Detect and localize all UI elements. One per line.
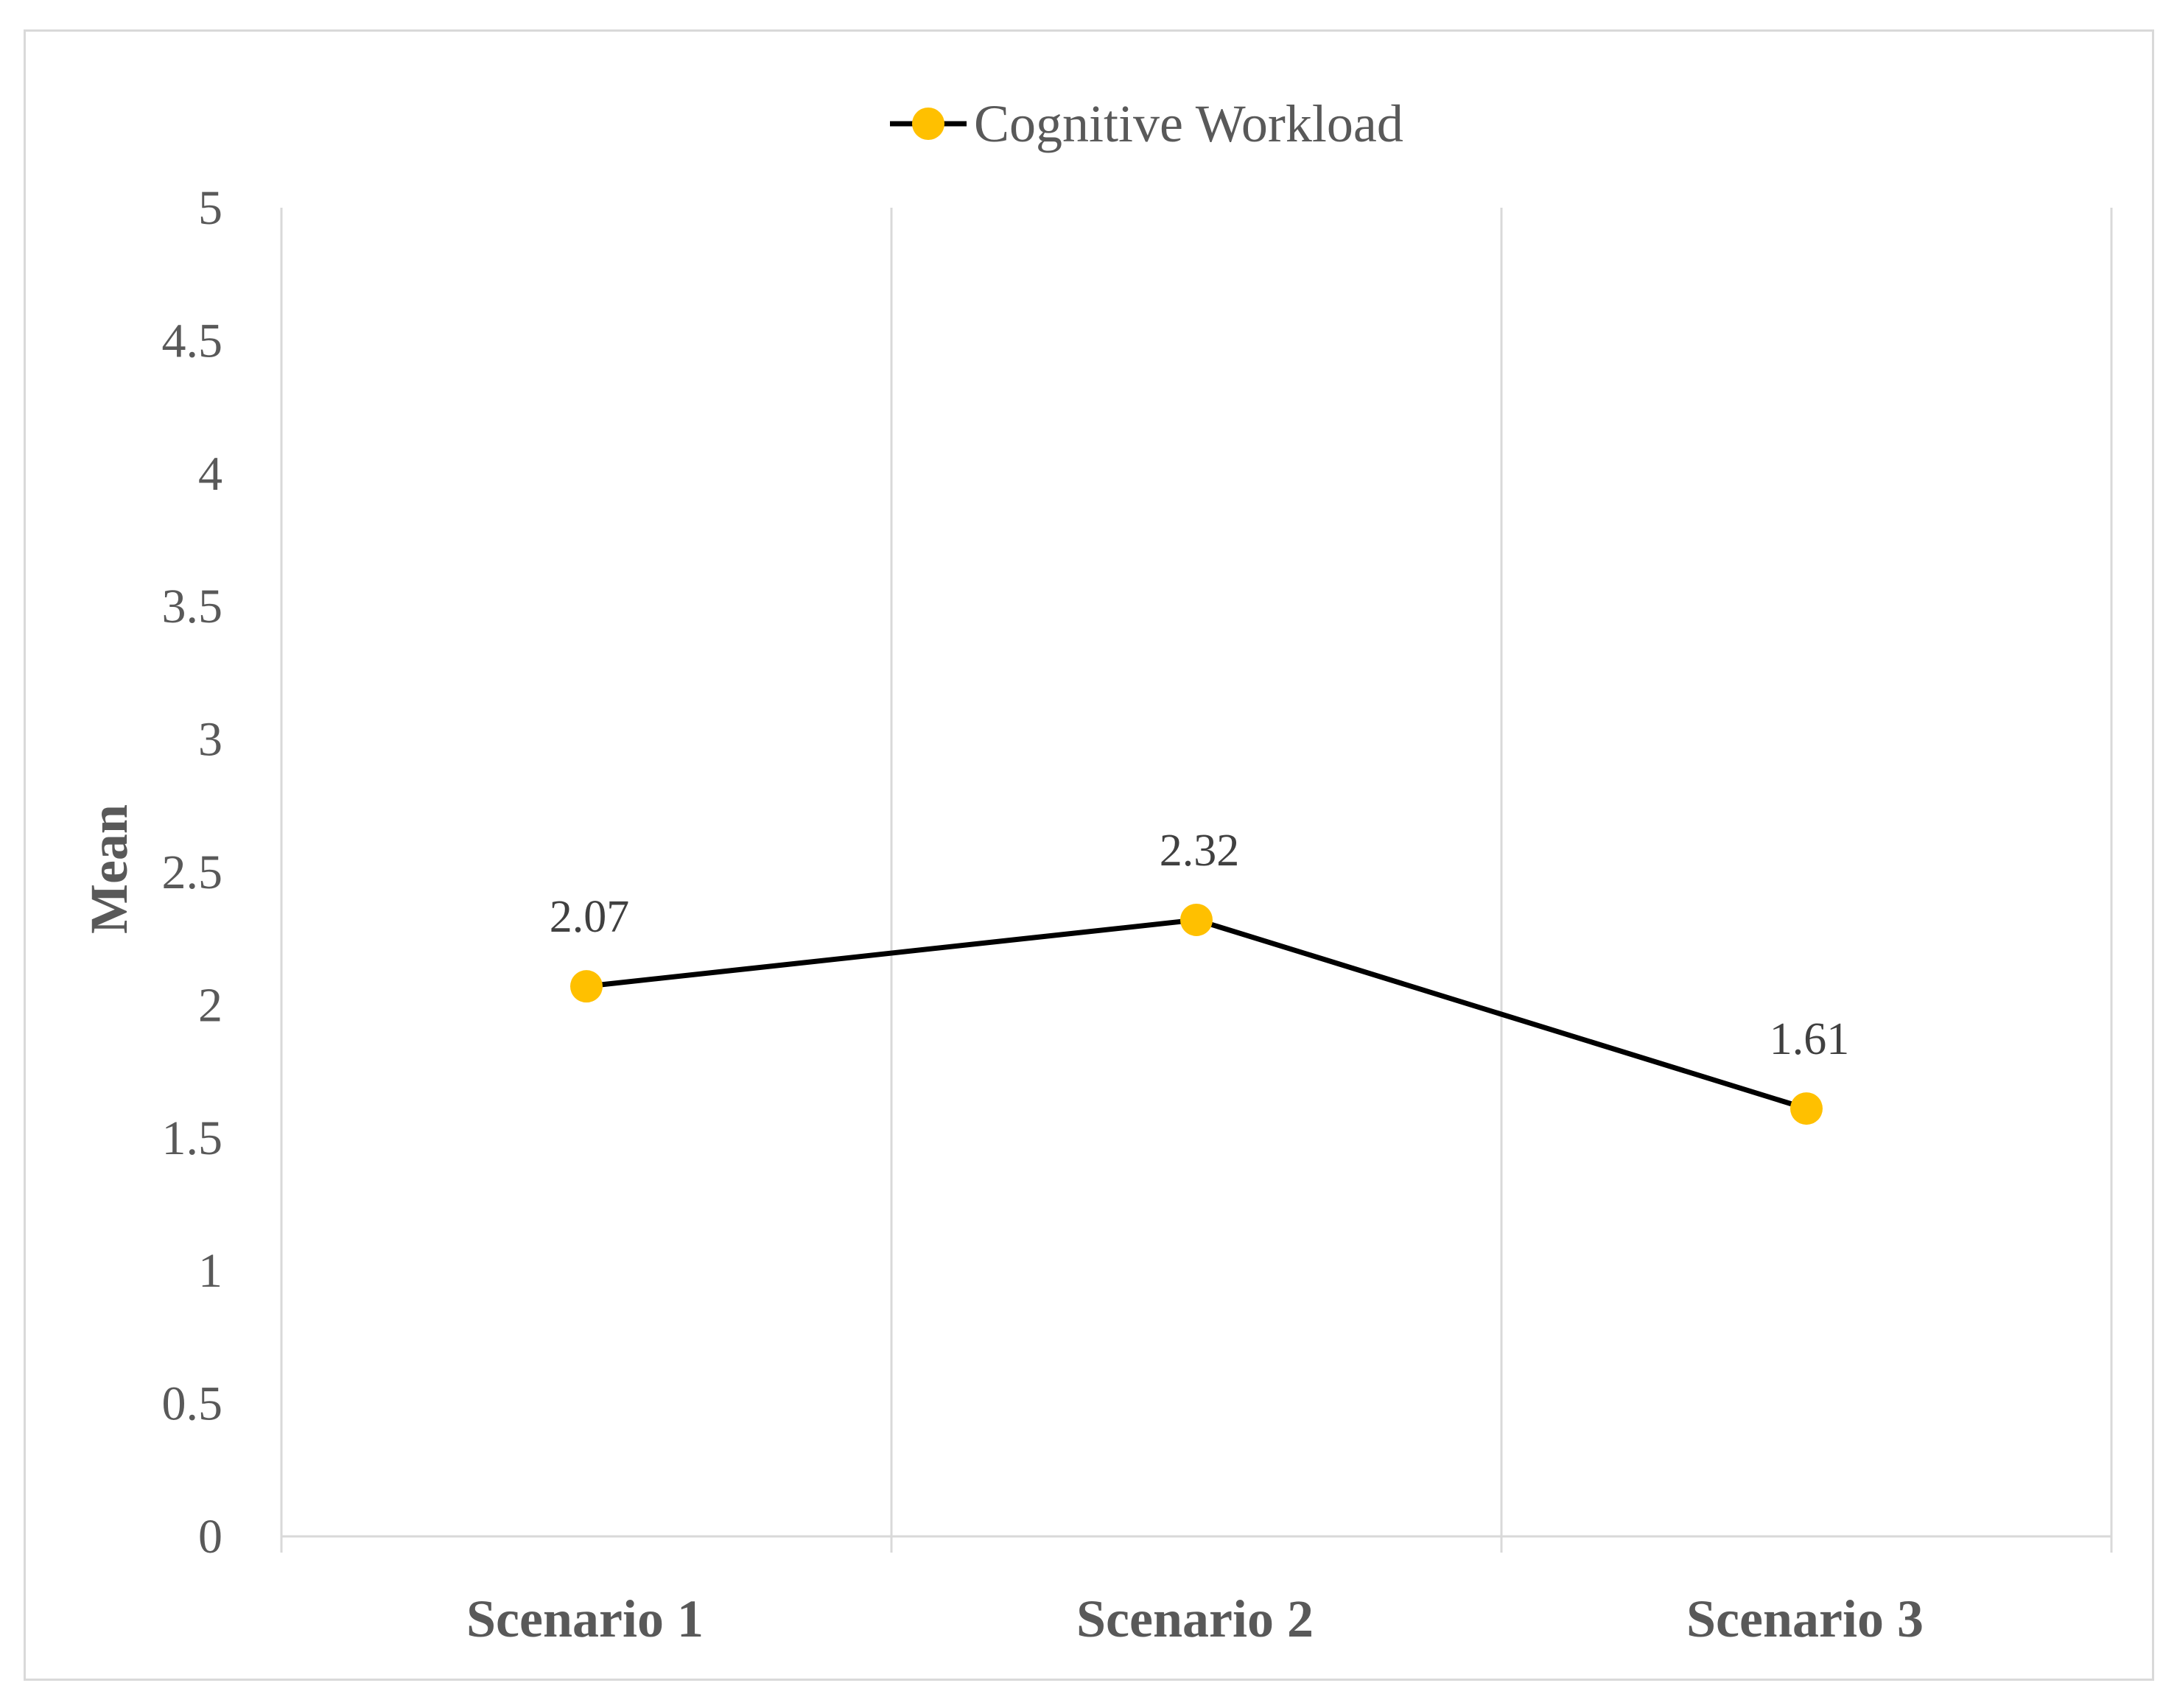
data-point-marker bbox=[570, 970, 603, 1003]
y-tick-label: 4 bbox=[198, 447, 222, 501]
y-tick-label: 0.5 bbox=[162, 1377, 223, 1431]
x-category-label: Scenario 2 bbox=[1076, 1589, 1314, 1648]
x-category-label: Scenario 3 bbox=[1686, 1589, 1924, 1648]
y-axis-ticks: 0 0.5 1 1.5 2 2.5 3 3.5 4 4.5 5 bbox=[162, 181, 223, 1564]
legend-label: Cognitive Workload bbox=[974, 94, 1403, 153]
y-tick-label: 3.5 bbox=[162, 580, 223, 633]
series-line bbox=[586, 917, 1808, 1111]
data-labels: 2.07 2.32 1.61 bbox=[550, 826, 1850, 1064]
data-label: 1.61 bbox=[1770, 1014, 1850, 1064]
x-category-label: Scenario 1 bbox=[466, 1589, 704, 1648]
y-tick-label: 4.5 bbox=[162, 314, 223, 368]
y-tick-label: 1.5 bbox=[162, 1111, 223, 1165]
y-tick-label: 1 bbox=[198, 1244, 222, 1298]
data-point-marker bbox=[1180, 903, 1213, 936]
data-label: 2.07 bbox=[550, 892, 630, 942]
y-tick-label: 2.5 bbox=[162, 846, 223, 899]
gridlines bbox=[280, 208, 2113, 1553]
legend: Cognitive Workload bbox=[890, 94, 1403, 153]
y-axis-title: Mean bbox=[80, 804, 139, 934]
y-tick-label: 5 bbox=[198, 181, 222, 235]
y-tick-label: 3 bbox=[198, 713, 222, 767]
y-tick-label: 0 bbox=[198, 1510, 222, 1564]
legend-marker-swatch bbox=[912, 108, 944, 140]
y-tick-label: 2 bbox=[198, 978, 222, 1032]
x-axis-categories: Scenario 1 Scenario 2 Scenario 3 bbox=[466, 1589, 1924, 1648]
data-point-marker bbox=[1790, 1092, 1823, 1125]
chart-frame bbox=[24, 29, 2154, 1681]
series-cognitive-workload bbox=[570, 903, 1823, 1125]
data-label: 2.32 bbox=[1160, 826, 1240, 876]
